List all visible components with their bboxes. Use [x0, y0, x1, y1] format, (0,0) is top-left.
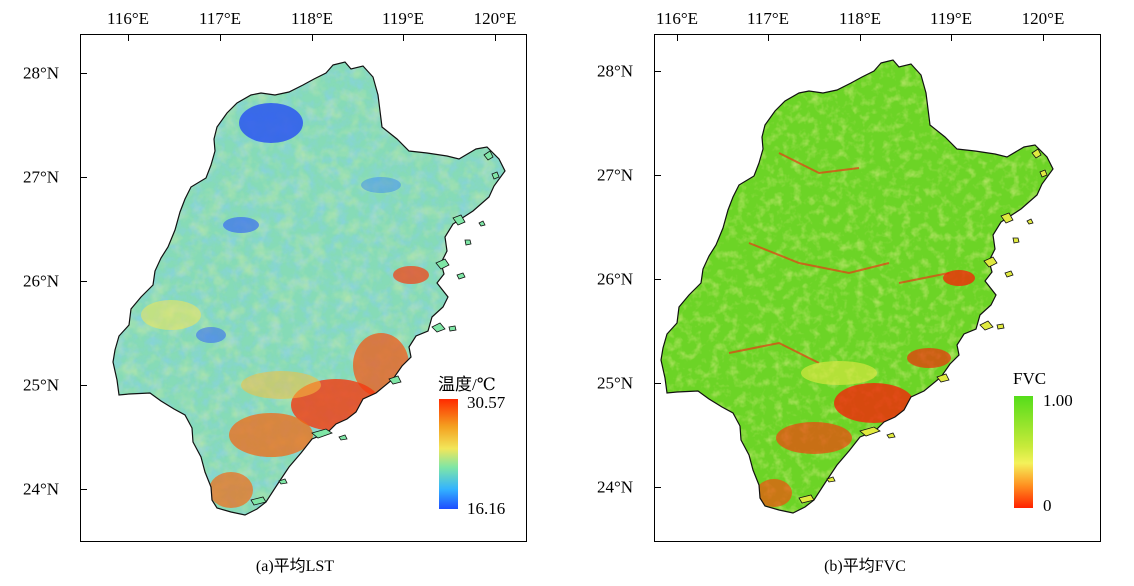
- fvc-legend-max: 1.00: [1043, 391, 1073, 410]
- lon-label-117: 117°E: [746, 9, 790, 28]
- lat-label-25: 25°N: [597, 373, 634, 393]
- lon-label-120: 120°E: [473, 9, 517, 28]
- lst-legend-bar: [439, 399, 458, 509]
- lat-label-28: 28°N: [23, 63, 60, 83]
- lat-label-24: 24°N: [23, 479, 60, 499]
- fvc-legend-bar: [1014, 396, 1033, 508]
- lon-label-117: 117°E: [198, 9, 242, 28]
- lst-legend-min: 16.16: [467, 499, 506, 518]
- lat-label-26: 26°N: [23, 271, 60, 291]
- lon-label-119: 119°E: [929, 9, 973, 28]
- fvc-legend-min: 0: [1043, 496, 1052, 515]
- lon-label-118: 118°E: [838, 9, 882, 28]
- fvc-map: [660, 59, 1054, 514]
- lon-label-116: 116°E: [655, 9, 699, 28]
- caption-lst: (a)平均LST: [255, 558, 335, 575]
- lst-legend-title: 温度/℃: [438, 375, 496, 394]
- lon-label-118: 118°E: [290, 9, 334, 28]
- lst-map: [112, 61, 506, 516]
- lon-label-116: 116°E: [106, 9, 150, 28]
- lat-label-26: 26°N: [597, 269, 634, 289]
- lat-label-25: 25°N: [23, 375, 60, 395]
- lon-label-120: 120°E: [1021, 9, 1065, 28]
- caption-fvc: (b)平均FVC: [824, 558, 906, 575]
- lon-label-119: 119°E: [381, 9, 425, 28]
- lat-label-28: 28°N: [597, 61, 634, 81]
- map-panel-fvc: 116°E 117°E 118°E 119°E 120°E 28°N 27°N …: [597, 10, 1101, 542]
- map-panel-lst: 116°E 117°E 118°E 119°E 120°E 28°N 27°N …: [23, 10, 527, 542]
- lat-label-27: 27°N: [23, 167, 60, 187]
- lat-label-24: 24°N: [597, 477, 634, 497]
- fvc-legend-title: FVC: [1013, 369, 1047, 388]
- lst-legend-max: 30.57: [467, 393, 506, 412]
- lat-label-27: 27°N: [597, 165, 634, 185]
